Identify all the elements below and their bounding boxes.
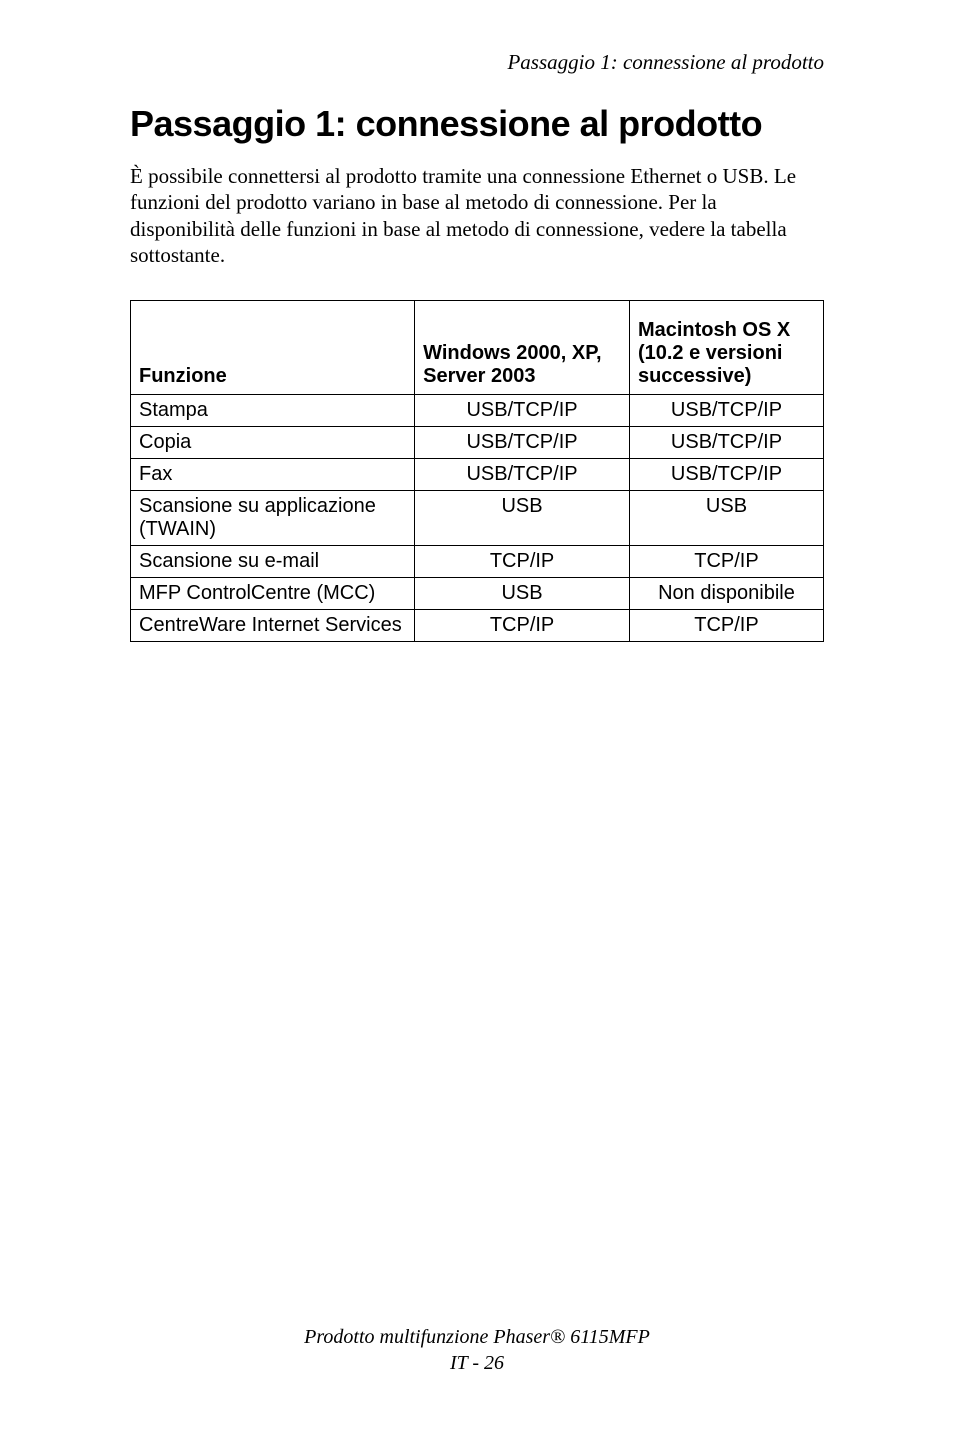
- cell-funzione: Fax: [131, 459, 415, 491]
- table-row: MFP ControlCentre (MCC) USB Non disponib…: [131, 578, 824, 610]
- cell-windows: USB/TCP/IP: [415, 459, 630, 491]
- cell-windows: TCP/IP: [415, 546, 630, 578]
- table-row: Stampa USB/TCP/IP USB/TCP/IP: [131, 395, 824, 427]
- cell-funzione: Scansione su applicazione (TWAIN): [131, 491, 415, 546]
- table-header-row: Funzione Windows 2000, XP, Server 2003 M…: [131, 301, 824, 395]
- footer-page-number: IT - 26: [0, 1350, 954, 1376]
- col-header-macintosh: Macintosh OS X (10.2 e versioni successi…: [629, 301, 823, 395]
- cell-funzione: Copia: [131, 427, 415, 459]
- running-header: Passaggio 1: connessione al prodotto: [130, 50, 824, 75]
- col-header-windows: Windows 2000, XP, Server 2003: [415, 301, 630, 395]
- table-row: Scansione su e-mail TCP/IP TCP/IP: [131, 546, 824, 578]
- cell-mac: TCP/IP: [629, 546, 823, 578]
- page-title: Passaggio 1: connessione al prodotto: [130, 103, 824, 145]
- cell-funzione: Stampa: [131, 395, 415, 427]
- cell-mac: USB/TCP/IP: [629, 459, 823, 491]
- cell-windows: USB/TCP/IP: [415, 395, 630, 427]
- page-footer: Prodotto multifunzione Phaser® 6115MFP I…: [0, 1324, 954, 1376]
- cell-funzione: Scansione su e-mail: [131, 546, 415, 578]
- cell-windows: TCP/IP: [415, 610, 630, 642]
- cell-windows: USB/TCP/IP: [415, 427, 630, 459]
- cell-mac: USB: [629, 491, 823, 546]
- col-header-funzione: Funzione: [131, 301, 415, 395]
- cell-mac: Non disponibile: [629, 578, 823, 610]
- table-row: Scansione su applicazione (TWAIN) USB US…: [131, 491, 824, 546]
- table-row: Copia USB/TCP/IP USB/TCP/IP: [131, 427, 824, 459]
- table-row: Fax USB/TCP/IP USB/TCP/IP: [131, 459, 824, 491]
- intro-paragraph: È possibile connettersi al prodotto tram…: [130, 163, 824, 268]
- table-row: CentreWare Internet Services TCP/IP TCP/…: [131, 610, 824, 642]
- feature-table: Funzione Windows 2000, XP, Server 2003 M…: [130, 300, 824, 642]
- footer-product: Prodotto multifunzione Phaser® 6115MFP: [0, 1324, 954, 1350]
- cell-funzione: CentreWare Internet Services: [131, 610, 415, 642]
- cell-mac: TCP/IP: [629, 610, 823, 642]
- cell-funzione: MFP ControlCentre (MCC): [131, 578, 415, 610]
- cell-mac: USB/TCP/IP: [629, 395, 823, 427]
- cell-mac: USB/TCP/IP: [629, 427, 823, 459]
- cell-windows: USB: [415, 578, 630, 610]
- cell-windows: USB: [415, 491, 630, 546]
